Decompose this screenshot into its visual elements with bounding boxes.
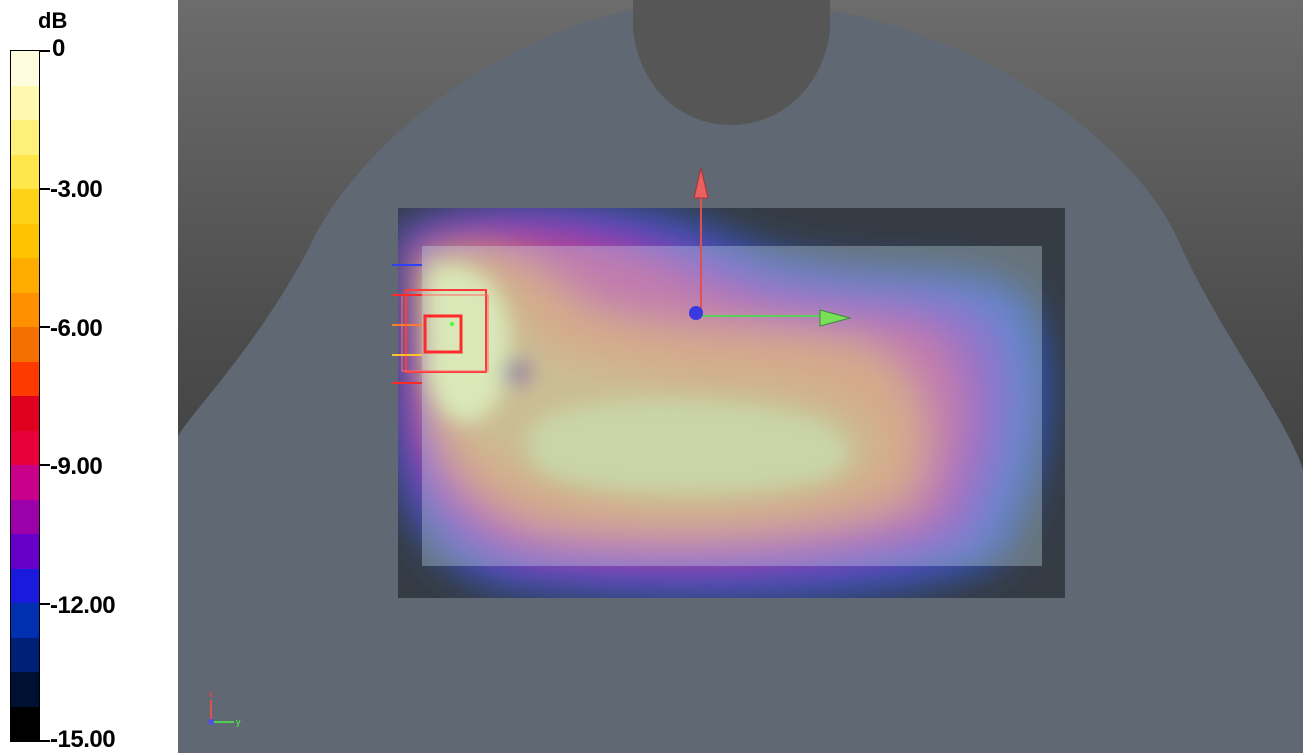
3d-viewport[interactable]: x y: [178, 0, 1303, 753]
colorbar-segment: [11, 672, 39, 707]
colorbar-tick: [40, 50, 50, 52]
colorbar-label: -9.00: [50, 453, 103, 480]
colorbar-tick: [40, 326, 50, 328]
colorbar-label: -6.00: [50, 315, 103, 342]
colorbar-segment: [11, 499, 39, 534]
colorbar-segment: [11, 223, 39, 258]
colorbar-segment: [11, 706, 39, 741]
colorbar-segment: [11, 603, 39, 638]
colorbar-tick: [40, 188, 50, 190]
colorbar-segment: [11, 120, 39, 155]
evaluation-plane: [422, 246, 1042, 566]
colorbar-label: -15.00: [50, 726, 116, 753]
antenna-icon: [392, 264, 489, 384]
origin-dot-icon[interactable]: [689, 306, 703, 320]
colorbar-segment: [11, 51, 39, 86]
phantom-notch: [633, 0, 830, 125]
colorbar-panel: dB 0 -3.00 -6.00 -9.00 -12.00 -15.00: [0, 0, 178, 753]
colorbar-label: 0: [52, 35, 65, 62]
colorbar-segment: [11, 327, 39, 362]
colorbar-tick: [40, 603, 50, 605]
colorbar-segment: [11, 465, 39, 500]
scene-svg: x y: [178, 0, 1303, 753]
colorbar-segment: [11, 396, 39, 431]
colorbar-tick: [40, 740, 50, 742]
colorbar-unit-label: dB: [38, 8, 68, 33]
colorbar-segment: [11, 189, 39, 224]
colorbar-segment: [11, 154, 39, 189]
colorbar-label: -12.00: [50, 592, 116, 619]
sar-distribution: [398, 208, 1047, 598]
colorbar-segment: [11, 637, 39, 672]
colorbar-segment: [11, 292, 39, 327]
colorbar-segment: [11, 430, 39, 465]
triad-x-label: x: [209, 689, 214, 699]
colorbar-segment: [11, 85, 39, 120]
colorbar-segment: [11, 568, 39, 603]
triad-y-label: y: [236, 717, 241, 727]
up-arrow-icon[interactable]: [693, 167, 709, 312]
colorbar-tick: [40, 464, 50, 466]
colorbar-segment: [11, 361, 39, 396]
right-arrow-icon[interactable]: [696, 309, 852, 327]
axes-triad-icon: x y: [208, 689, 241, 727]
colorbar-label: -3.00: [50, 176, 103, 203]
colorbar-segment: [11, 258, 39, 293]
colorbar: [10, 50, 40, 742]
colorbar-segment: [11, 534, 39, 569]
